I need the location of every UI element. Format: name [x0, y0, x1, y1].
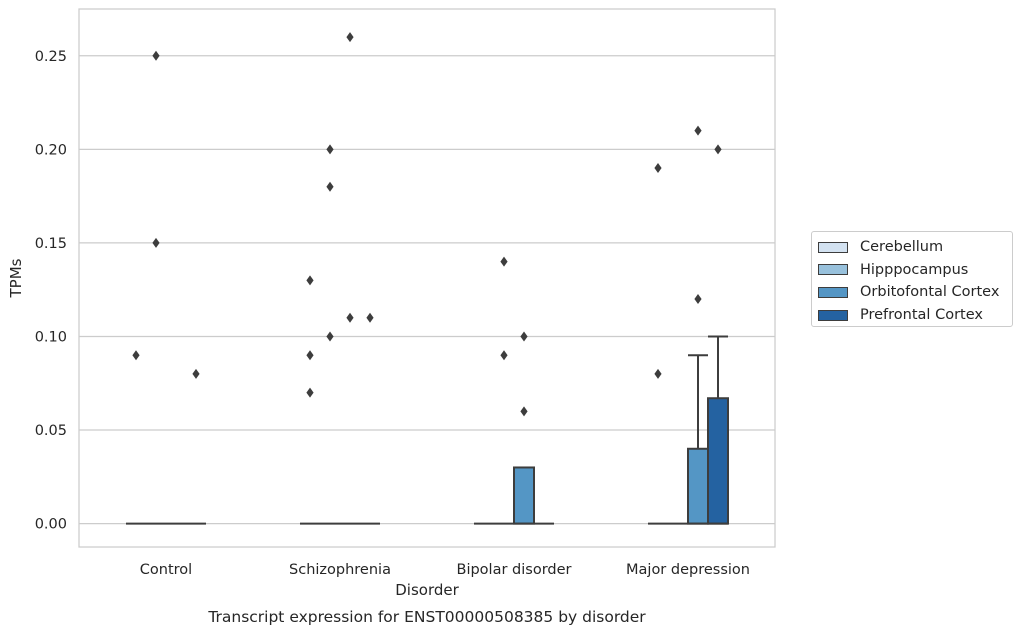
- legend-label: Cerebellum: [860, 239, 944, 256]
- legend-item-orbitofrontal-cortex[interactable]: Orbitofontal Cortex: [818, 281, 1012, 304]
- x-axis-label: Disorder: [395, 581, 459, 599]
- legend-item-cerebellum[interactable]: Cerebellum: [818, 236, 1012, 259]
- x-tick-label: Bipolar disorder: [457, 562, 572, 578]
- outlier-point: [326, 144, 334, 155]
- outlier-point: [694, 294, 702, 305]
- outlier-point: [326, 181, 334, 192]
- gridlines: [79, 55, 775, 525]
- outlier-point: [132, 350, 140, 361]
- y-tick-label: 0.20: [35, 142, 67, 158]
- outlier-point: [192, 368, 200, 379]
- outlier-point: [694, 125, 702, 136]
- box-orbitofontal-cortex: [687, 354, 709, 525]
- legend-label: Prefrontal Cortex: [860, 307, 983, 324]
- legend-swatch: [818, 309, 848, 321]
- y-axis-label: TPMs: [7, 258, 25, 298]
- legend-swatch: [818, 286, 848, 298]
- legend-swatch: [818, 264, 848, 276]
- box-orbitofontal-cortex: [513, 466, 535, 525]
- legend-label: Hipppocampus: [860, 261, 969, 278]
- legend-label: Orbitofontal Cortex: [860, 284, 1000, 301]
- legend-item-hippocampus[interactable]: Hipppocampus: [818, 259, 1012, 282]
- outlier-point: [306, 275, 314, 286]
- box-body: [513, 466, 535, 525]
- legend-item-prefrontal-cortex[interactable]: Prefrontal Cortex: [818, 304, 1012, 327]
- outlier-point: [500, 256, 508, 267]
- box-body: [687, 447, 709, 525]
- legend-swatch: [818, 241, 848, 253]
- y-tick-label: 0.10: [35, 329, 67, 345]
- outlier-point: [306, 350, 314, 361]
- outlier-point: [520, 406, 528, 417]
- outlier-markers: [132, 32, 722, 417]
- y-tick-labels: 0.00 0.05 0.10 0.15 0.20 0.25: [35, 49, 67, 533]
- outlier-point: [714, 144, 722, 155]
- outlier-point: [500, 350, 508, 361]
- y-tick-label: 0.25: [35, 49, 67, 65]
- outlier-point: [654, 163, 662, 174]
- y-tick-label: 0.05: [35, 423, 67, 439]
- outlier-point: [654, 368, 662, 379]
- outlier-point: [326, 331, 334, 342]
- x-tick-label: Control: [140, 562, 192, 578]
- x-tick-labels: Control Schizophrenia Bipolar disorder Majo…: [140, 562, 750, 578]
- box-prefrontal-cortex: [707, 335, 729, 525]
- outlier-point: [346, 32, 354, 43]
- x-tick-label: Major depression: [626, 562, 750, 578]
- x-tick-label: Schizophrenia: [289, 562, 391, 578]
- box-body: [707, 397, 729, 525]
- plot-frame: [78, 8, 776, 548]
- chart-title: Transcript expression for ENST0000050838…: [207, 608, 646, 626]
- box-marks: [126, 335, 729, 525]
- outlier-point: [346, 312, 354, 323]
- y-tick-label: 0.15: [35, 236, 67, 252]
- y-tick-label: 0.00: [35, 517, 67, 533]
- outlier-point: [152, 50, 160, 61]
- legend: Cerebellum Hipppocampus Orbitofontal Cor…: [811, 231, 1013, 327]
- outlier-point: [520, 331, 528, 342]
- outlier-point: [366, 312, 374, 323]
- outlier-point: [152, 237, 160, 248]
- outlier-point: [306, 387, 314, 398]
